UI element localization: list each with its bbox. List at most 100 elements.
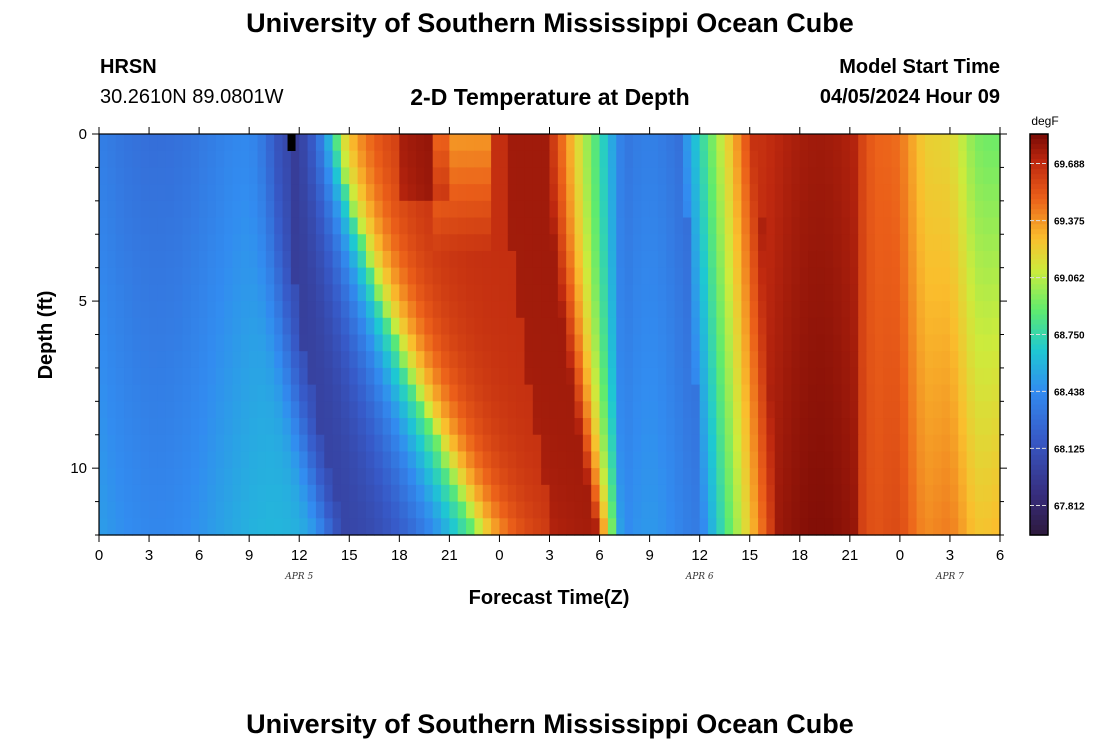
heatmap-cell: [924, 317, 934, 336]
heatmap-cell: [666, 384, 676, 402]
heatmap-cell: [858, 200, 868, 219]
colorbar-segment: [1030, 159, 1048, 165]
heatmap-cell: [624, 234, 634, 252]
heatmap-cell: [858, 384, 868, 402]
heatmap-cell: [708, 267, 717, 285]
heatmap-cell: [924, 434, 934, 453]
heatmap-cell: [340, 401, 350, 419]
heatmap-cell: [382, 451, 392, 469]
heatmap-cell: [324, 334, 334, 352]
heatmap-cell: [858, 267, 868, 285]
heatmap-cell: [257, 384, 267, 402]
heatmap-cell: [290, 468, 300, 486]
heatmap-cell: [199, 200, 209, 219]
heatmap-cell: [340, 267, 350, 285]
heatmap-cell: [541, 367, 551, 386]
heatmap-cell: [424, 334, 434, 352]
heatmap-cell: [949, 150, 959, 169]
heatmap-cell: [390, 267, 400, 285]
heatmap-cell: [733, 267, 742, 285]
heatmap-cell: [616, 301, 626, 319]
heatmap-cell: [624, 250, 634, 269]
heatmap-cell: [307, 200, 317, 219]
heatmap-cell: [307, 451, 317, 469]
heatmap-cell: [783, 284, 793, 302]
heatmap-cell: [891, 401, 901, 419]
heatmap-cell: [591, 468, 601, 486]
heatmap-cell: [432, 484, 442, 503]
heatmap-cell: [649, 451, 659, 469]
heatmap-cell: [858, 334, 868, 352]
heatmap-cell: [140, 284, 150, 302]
heatmap-cell: [491, 167, 501, 185]
heatmap-cell: [791, 284, 801, 302]
heatmap-cell: [249, 317, 259, 336]
heatmap-cell: [399, 134, 409, 152]
heatmap-cell: [340, 234, 350, 252]
heatmap-cell: [524, 367, 534, 386]
heatmap-cell: [816, 501, 826, 519]
heatmap-cell: [265, 334, 275, 352]
heatmap-cell: [399, 167, 409, 185]
heatmap-cell: [808, 317, 818, 336]
heatmap-cell: [808, 301, 818, 319]
heatmap-cell: [691, 334, 701, 352]
heatmap-cell: [708, 184, 717, 202]
heatmap-cell: [466, 150, 476, 169]
heatmap-cell: [924, 351, 934, 369]
heatmap-cell: [824, 367, 834, 386]
heatmap-cell: [624, 334, 634, 352]
heatmap-cell: [649, 167, 659, 185]
heatmap-cell: [224, 317, 234, 336]
heatmap-cell: [174, 434, 184, 453]
heatmap-cell: [949, 200, 959, 219]
heatmap-cell: [324, 484, 334, 503]
heatmap-cell: [232, 301, 242, 319]
heatmap-cell: [641, 134, 651, 152]
heatmap-cell: [641, 451, 651, 469]
heatmap-cell: [115, 451, 125, 469]
heatmap-cell: [933, 217, 943, 235]
heatmap-cell: [958, 434, 968, 453]
heatmap-cell: [908, 150, 918, 169]
heatmap-cell: [958, 418, 968, 436]
heatmap-cell: [491, 351, 501, 369]
heatmap-cell: [282, 468, 292, 486]
heatmap-cell: [666, 351, 676, 369]
heatmap-cell: [616, 134, 626, 152]
heatmap-cell: [632, 184, 642, 202]
heatmap-cell: [399, 367, 409, 386]
heatmap-cell: [349, 468, 359, 486]
heatmap-cell: [491, 250, 501, 269]
heatmap-cell: [582, 167, 592, 185]
heatmap-cell: [666, 468, 676, 486]
heatmap-cell: [499, 317, 509, 336]
heatmap-cell: [349, 284, 359, 302]
heatmap-cell: [282, 401, 292, 419]
heatmap-cell: [99, 301, 108, 319]
heatmap-cell: [766, 451, 776, 469]
heatmap-cell: [299, 200, 309, 219]
heatmap-cell: [691, 418, 701, 436]
heatmap-cell: [808, 250, 818, 269]
heatmap-cell: [457, 484, 467, 503]
heatmap-cell: [524, 334, 534, 352]
heatmap-cell: [557, 401, 567, 419]
heatmap-cell: [674, 301, 684, 319]
heatmap-cell: [724, 401, 734, 419]
heatmap-cell: [691, 434, 701, 453]
heatmap-cell: [708, 134, 717, 152]
heatmap-cell: [949, 484, 959, 503]
heatmap-cell: [891, 384, 901, 402]
heatmap-cell: [441, 317, 450, 336]
heatmap-cell: [674, 384, 684, 402]
heatmap-cell: [841, 217, 851, 235]
heatmap-cell: [808, 184, 818, 202]
heatmap-cell: [816, 434, 826, 453]
heatmap-cell: [799, 401, 809, 419]
heatmap-cell: [641, 468, 651, 486]
heatmap-cell: [582, 468, 592, 486]
heatmap-cell: [991, 317, 1001, 336]
heatmap-cell: [299, 434, 309, 453]
heatmap-cell: [390, 284, 400, 302]
